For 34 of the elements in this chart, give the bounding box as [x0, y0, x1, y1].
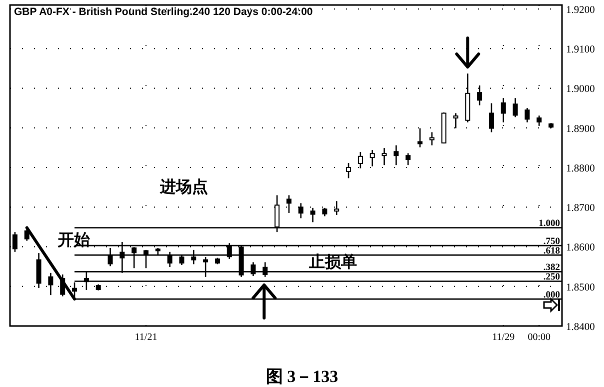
- y-tick-label: 1.8400: [566, 322, 595, 333]
- x-tick-label: 11/21: [134, 332, 158, 343]
- annotation: 1.000: [538, 219, 560, 230]
- x-tick-label: 11/29: [492, 332, 515, 343]
- annotation: .750: [543, 237, 560, 248]
- y-tick-label: 1.8900: [566, 124, 595, 135]
- candlestick: [512, 97, 518, 118]
- y-tick-label: 1.8700: [566, 203, 595, 214]
- annotation: .618: [543, 246, 560, 257]
- x-tick-label: 00:00: [528, 332, 551, 343]
- annotation: .250: [543, 272, 560, 283]
- annotation: .382: [543, 263, 560, 274]
- candlestick: [524, 107, 530, 123]
- candlestick: [346, 162, 352, 179]
- y-tick-label: 1.9200: [566, 4, 595, 16]
- candlestick: [382, 147, 387, 166]
- y-tick-label: 1.8800: [566, 163, 595, 174]
- candlestick: [36, 252, 42, 289]
- candlestick: [48, 272, 54, 296]
- y-tick-label: 1.8500: [566, 282, 595, 294]
- chart-title: GBP A0-FX - British Pound Sterling.240 120 Days 0:00-24:00: [14, 6, 313, 18]
- annotation: .000: [543, 290, 560, 301]
- candlestick: [500, 97, 506, 123]
- y-tick-label: 1.8600: [566, 242, 595, 254]
- candlestick: [488, 102, 494, 133]
- candlestick: [394, 144, 399, 166]
- y-tick-label: 1.9000: [566, 84, 595, 96]
- caption: 图 3－133: [266, 367, 338, 386]
- annotation: 进场点: [159, 178, 208, 196]
- candlestick: [12, 231, 18, 253]
- candlestick: [310, 207, 316, 223]
- candlestick: [406, 152, 411, 166]
- y-tick-label: 1.9100: [566, 44, 595, 56]
- candlestick: [370, 149, 375, 167]
